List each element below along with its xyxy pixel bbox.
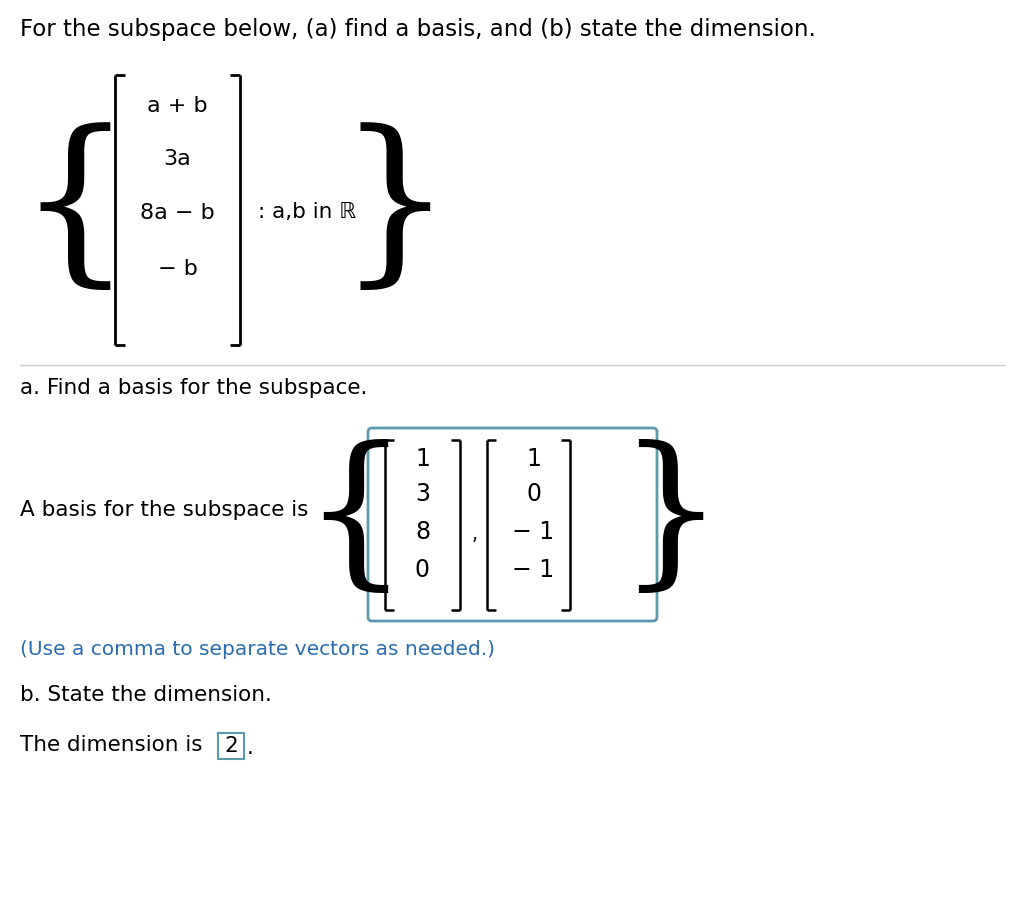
Text: a + b: a + b — [147, 96, 208, 116]
Bar — [218, 733, 244, 759]
Text: 8: 8 — [415, 520, 430, 544]
Text: ,: , — [472, 525, 478, 544]
Text: : a,b in ℝ: : a,b in ℝ — [258, 202, 356, 222]
Text: 1: 1 — [415, 447, 430, 471]
Text: (Use a comma to separate vectors as needed.): (Use a comma to separate vectors as need… — [20, 640, 495, 659]
Text: a. Find a basis for the subspace.: a. Find a basis for the subspace. — [20, 378, 368, 398]
Text: }: } — [616, 439, 723, 600]
Text: − 1: − 1 — [512, 520, 555, 544]
Text: 0: 0 — [526, 482, 541, 506]
FancyBboxPatch shape — [368, 428, 657, 621]
Text: {: { — [302, 439, 408, 600]
Text: .: . — [247, 738, 254, 758]
Text: 2: 2 — [224, 736, 238, 756]
Text: A basis for the subspace is: A basis for the subspace is — [20, 500, 308, 520]
Text: 1: 1 — [526, 447, 541, 471]
Text: 8a − b: 8a − b — [140, 203, 215, 223]
Text: 3: 3 — [415, 482, 430, 506]
Text: }: } — [338, 122, 453, 298]
Text: The dimension is: The dimension is — [20, 735, 203, 755]
Text: 0: 0 — [415, 558, 430, 582]
Text: − b: − b — [158, 259, 198, 279]
Text: {: { — [17, 122, 132, 298]
Text: .: . — [688, 500, 696, 524]
Text: − 1: − 1 — [512, 558, 555, 582]
Text: b. State the dimension.: b. State the dimension. — [20, 685, 272, 705]
Text: 3a: 3a — [164, 149, 191, 169]
Text: For the subspace below, (a) find a basis, and (b) state the dimension.: For the subspace below, (a) find a basis… — [20, 18, 816, 41]
